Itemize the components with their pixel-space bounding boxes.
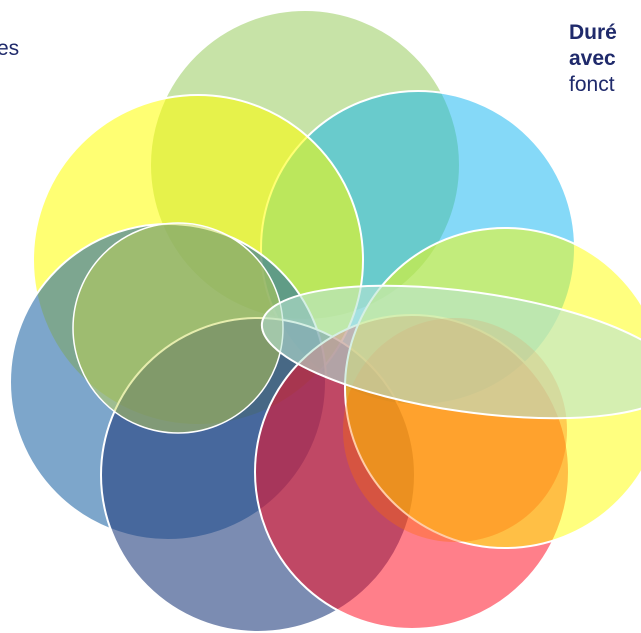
highlight-ellipse xyxy=(260,284,641,420)
right-text-line-1: Duré xyxy=(569,21,617,44)
left-text-fragment: es xyxy=(0,37,20,60)
circle-olive xyxy=(72,222,284,434)
right-text-line-3: fonct xyxy=(569,73,615,96)
right-text-line-2: avec xyxy=(569,47,616,70)
